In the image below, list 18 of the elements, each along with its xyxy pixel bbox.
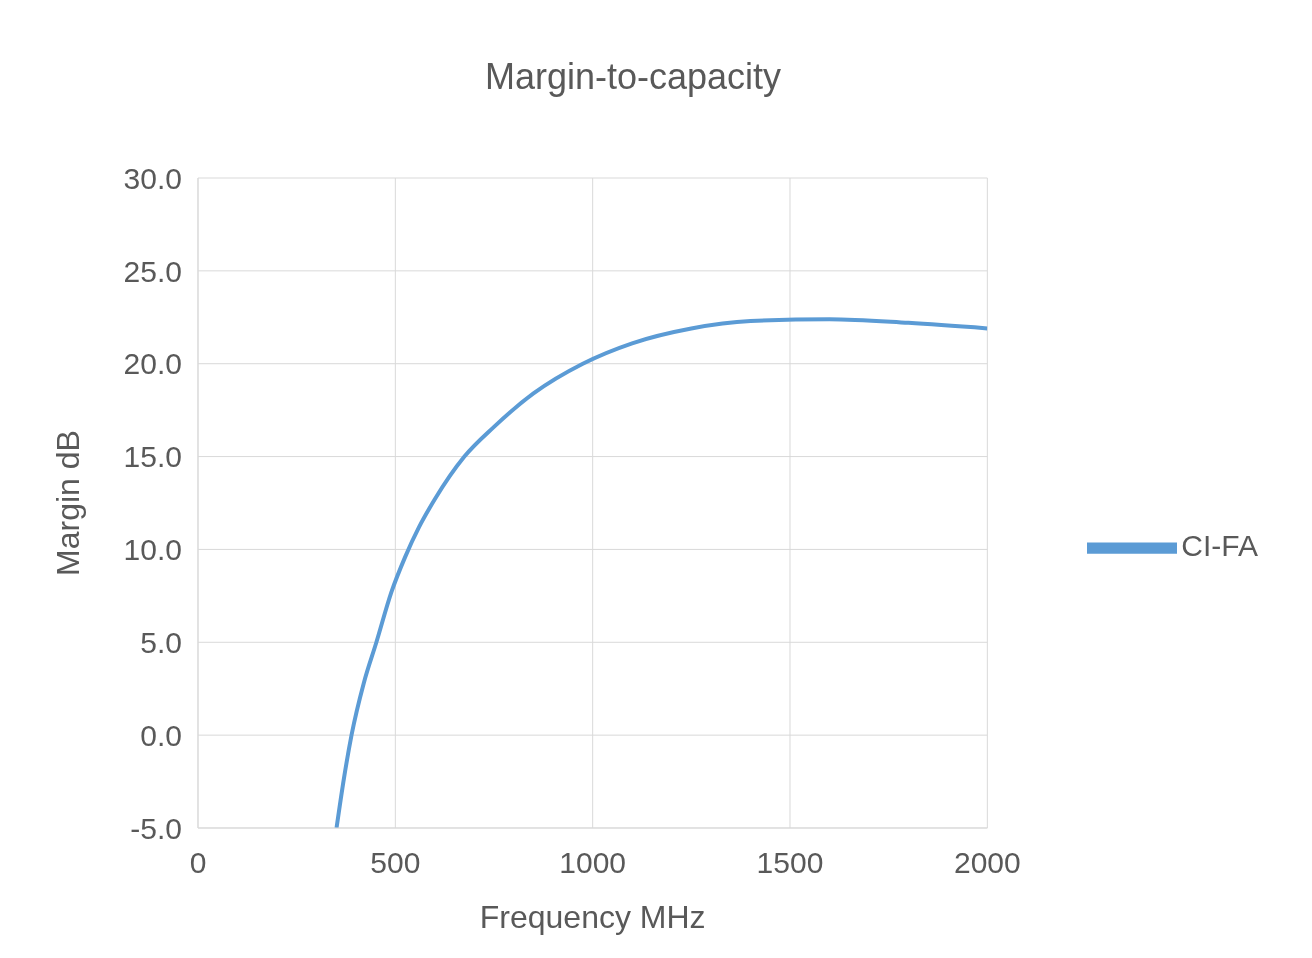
y-tick-label: -5.0	[130, 811, 182, 845]
x-axis-title: Frequency MHz	[479, 899, 706, 935]
x-tick-label: 1500	[756, 846, 824, 880]
y-tick-label: 30.0	[123, 161, 182, 195]
y-tick-label: 25.0	[123, 254, 182, 288]
line-series	[334, 317, 988, 828]
legend-label: CI-FA	[1181, 528, 1258, 562]
y-tick-label: 15.0	[123, 440, 182, 474]
x-tick-label: 1000	[559, 846, 627, 880]
y-axis-title: Margin dB	[50, 430, 87, 576]
x-tick-label: 500	[370, 846, 421, 880]
chart-title: Margin-to-capacity	[483, 55, 783, 99]
y-tick-label: 0.0	[140, 718, 182, 752]
y-tick-label: 20.0	[123, 347, 182, 381]
y-tick-label: 5.0	[140, 625, 182, 659]
x-tick-label: 0	[189, 846, 207, 880]
y-tick-label: 10.0	[123, 533, 182, 567]
x-tick-label: 2000	[953, 846, 1021, 880]
